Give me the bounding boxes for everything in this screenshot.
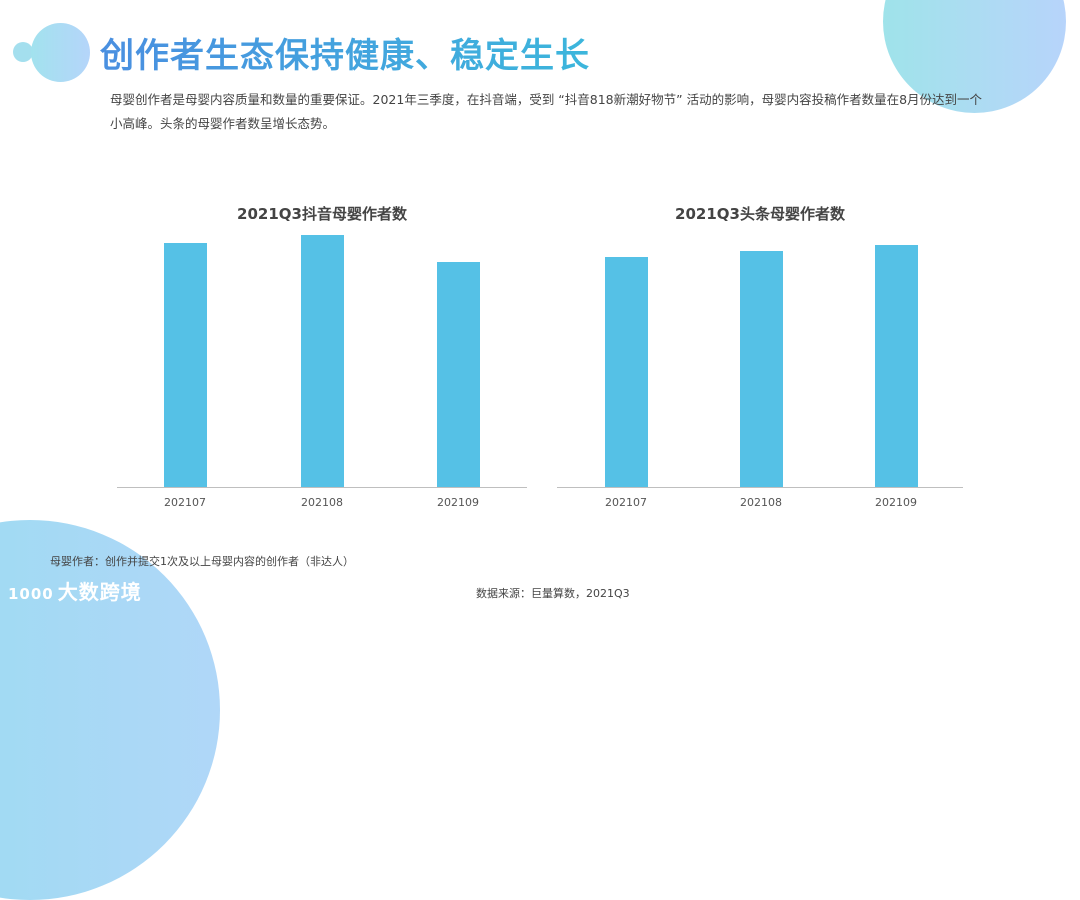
data-source: 数据来源：巨量算数，2021Q3 [476, 587, 630, 600]
x-tick-label: 202107 [605, 496, 647, 509]
logo-mark-icon: 1000 [8, 585, 54, 603]
bar-202109 [437, 262, 480, 487]
bar-202108 [740, 251, 783, 487]
title-bullet-large-circle [31, 23, 90, 82]
chart-title: 2021Q3头条母婴作者数 [675, 205, 845, 223]
bar-202109 [875, 245, 918, 487]
logo-text: 大数跨境 [57, 580, 142, 604]
x-tick-label: 202107 [164, 496, 206, 509]
page-title: 创作者生态保持健康、稳定生长 [100, 28, 590, 77]
page-description: 母婴创作者是母婴内容质量和数量的重要保证。2021年三季度，在抖音端，受到 “抖… [110, 92, 983, 131]
title-bullet-small-circle [13, 42, 33, 62]
x-tick-label: 202109 [437, 496, 479, 509]
bar-202107 [164, 243, 207, 487]
definition-note: 母婴作者：创作并提交1次及以上母婴内容的创作者（非达人） [50, 555, 354, 568]
x-tick-label: 202108 [740, 496, 782, 509]
chart-title: 2021Q3抖音母婴作者数 [237, 205, 407, 223]
bar-202107 [605, 257, 648, 487]
douyin-authors-chart: 2021Q3抖音母婴作者数 202107 202108 202109 [117, 195, 527, 525]
x-tick-label: 202109 [875, 496, 917, 509]
toutiao-authors-chart: 2021Q3头条母婴作者数 202107 202108 202109 [557, 195, 963, 525]
x-tick-label: 202108 [301, 496, 343, 509]
x-axis-line [117, 487, 527, 488]
brand-logo: 1000 大数跨境 [8, 576, 142, 605]
x-axis-line [557, 487, 963, 488]
bar-202108 [301, 235, 344, 487]
